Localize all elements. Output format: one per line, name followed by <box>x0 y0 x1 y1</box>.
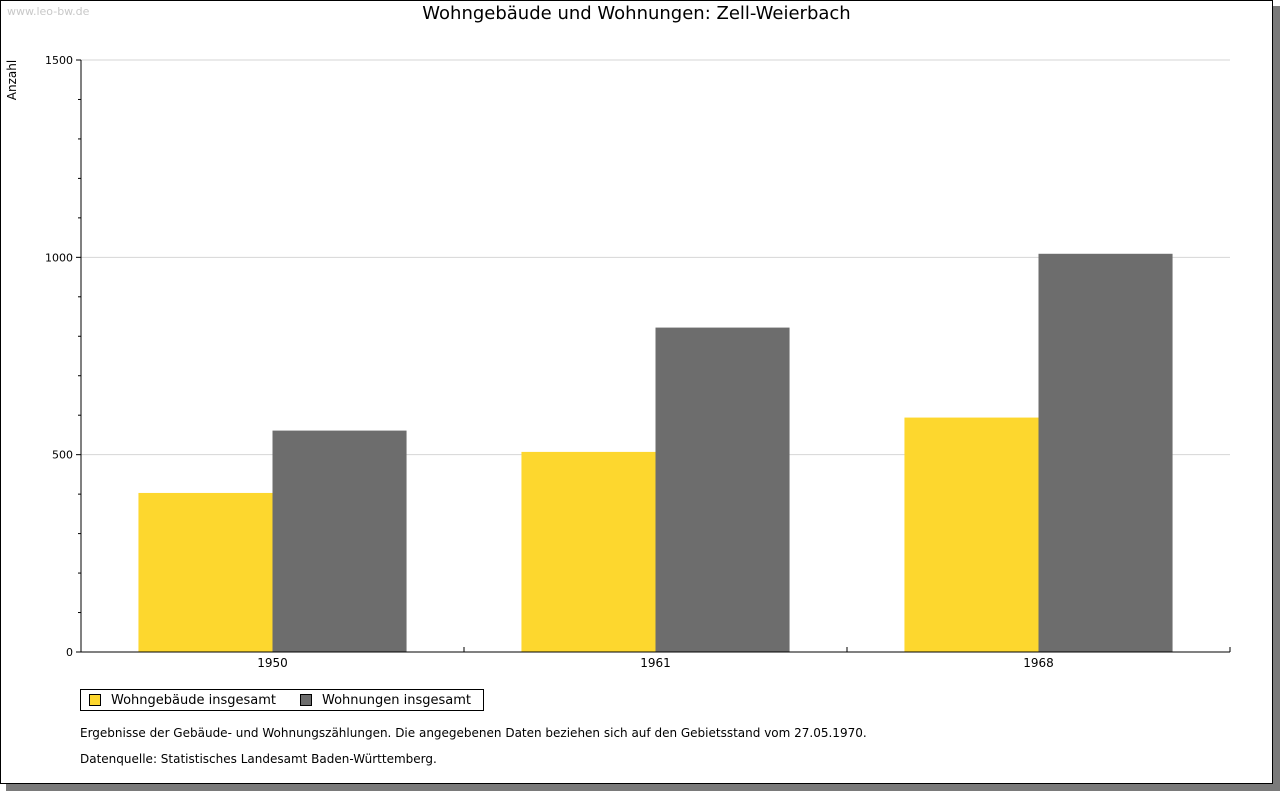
legend-swatch-wohnungen <box>300 694 312 706</box>
legend-swatch-wohngebaeude <box>89 694 101 706</box>
y-tick-label: 1500 <box>45 54 73 67</box>
legend-label-wohnungen: Wohnungen insgesamt <box>322 692 471 708</box>
bar-wohnungen <box>655 327 790 652</box>
y-tick-label: 0 <box>66 646 73 659</box>
legend: Wohngebäude insgesamt Wohnungen insgesam… <box>80 689 484 711</box>
x-tick-label: 1968 <box>1023 656 1054 670</box>
watermark: www.leo-bw.de <box>7 5 90 18</box>
x-tick-label: 1950 <box>257 656 288 670</box>
y-tick-label: 500 <box>52 449 73 462</box>
x-tick-label: 1961 <box>640 656 671 670</box>
legend-item-wohnungen: Wohnungen insgesamt <box>300 693 471 708</box>
legend-item-wohngebaeude: Wohngebäude insgesamt <box>89 693 276 708</box>
footnote: Ergebnisse der Gebäude- und Wohnungszähl… <box>80 726 867 740</box>
frame-shadow-right <box>1273 6 1280 791</box>
chart-title: Wohngebäude und Wohnungen: Zell-Weierbac… <box>422 3 851 24</box>
legend-label-wohngebaeude: Wohngebäude insgesamt <box>111 692 276 708</box>
bar-wohnungen <box>272 430 407 652</box>
frame-shadow-bottom <box>6 784 1280 791</box>
data-source: Datenquelle: Statistisches Landesamt Bad… <box>80 752 437 766</box>
bar-wohnungen <box>1038 253 1173 653</box>
bar-wohngebaeude <box>904 417 1039 652</box>
bar-wohngebaeude <box>138 492 273 652</box>
y-tick-label: 1000 <box>45 251 73 264</box>
bar-wohngebaeude <box>521 451 656 652</box>
chart-plot: 0 500 1000 1500 1950 1961 1968 <box>45 54 1231 670</box>
